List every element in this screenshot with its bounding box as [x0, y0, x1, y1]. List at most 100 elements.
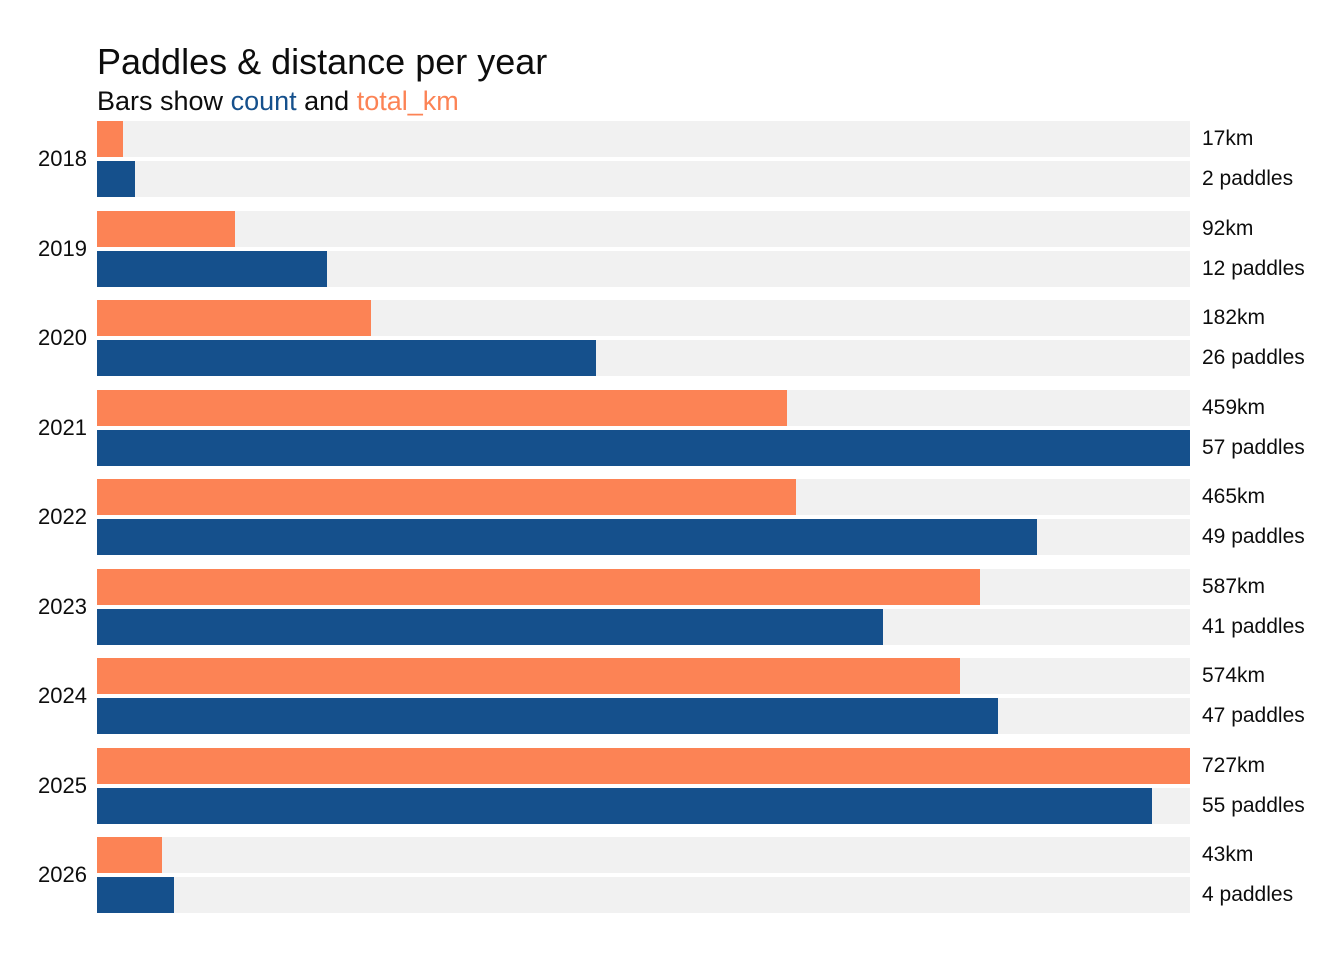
bar-rows: 43km 4 paddles — [97, 837, 1293, 913]
count-value-label: 57 paddles — [1202, 435, 1305, 459]
count-bar — [97, 698, 999, 734]
count-bar-track — [97, 340, 1190, 376]
chart-header: Paddles & distance per year Bars show co… — [97, 42, 547, 116]
total_km-bar-track — [97, 210, 1190, 247]
total_km-bar — [97, 568, 980, 605]
bar-rows: 465km 49 paddles — [97, 479, 1305, 555]
year-group: 2019 92km 12 paddles — [38, 210, 1305, 287]
total_km-value-label: 459km — [1202, 395, 1266, 419]
total_km-bar — [97, 479, 797, 515]
total_km-row: 465km — [97, 479, 1305, 515]
count-value-label: 47 paddles — [1202, 704, 1305, 727]
total_km-bar — [97, 210, 236, 247]
total_km-row: 587km — [97, 568, 1305, 605]
count-value-label: 12 paddles — [1202, 256, 1305, 280]
year-group: 2022 465km 49 paddles — [38, 479, 1305, 555]
count-row: 49 paddles — [97, 519, 1305, 555]
bar-chart: 2018 17km 2 paddles 2019 92km 12 paddles 2020 1… — [38, 121, 1305, 913]
total_km-bar-track — [97, 479, 1190, 515]
count-bar — [97, 340, 596, 376]
year-group: 2026 43km 4 paddles — [38, 837, 1305, 913]
total_km-row: 727km — [97, 747, 1305, 784]
total_km-value-label: 587km — [1202, 574, 1266, 598]
total_km-bar — [97, 300, 371, 336]
bar-rows: 182km 26 paddles — [97, 300, 1305, 376]
bar-rows: 92km 12 paddles — [97, 210, 1305, 287]
total_km-row: 182km — [97, 300, 1305, 336]
count-bar — [97, 608, 884, 645]
count-row: 55 paddles — [97, 787, 1305, 824]
count-bar — [97, 161, 136, 197]
year-label: 2026 — [38, 862, 87, 887]
total_km-bar — [97, 658, 960, 694]
year-group: 2018 17km 2 paddles — [38, 121, 1305, 197]
count-row: 57 paddles — [97, 429, 1305, 466]
total_km-bar-track — [97, 658, 1190, 694]
count-row: 26 paddles — [97, 340, 1305, 376]
bar-rows: 17km 2 paddles — [97, 121, 1293, 197]
count-bar — [97, 877, 174, 913]
total_km-bar-track — [97, 121, 1190, 157]
total_km-row: 459km — [97, 389, 1305, 426]
year-label: 2024 — [38, 683, 87, 708]
total_km-row: 43km — [97, 837, 1293, 873]
count-value-label: 41 paddles — [1202, 614, 1305, 638]
year-group: 2020 182km 26 paddles — [38, 300, 1305, 376]
subtitle-total-km-legend: total_km — [356, 85, 459, 116]
bar-rows: 574km 47 paddles — [97, 658, 1305, 734]
count-row: 2 paddles — [97, 161, 1293, 197]
total_km-bar — [97, 121, 123, 157]
total_km-value-label: 17km — [1202, 127, 1254, 150]
total_km-bar-track — [97, 747, 1190, 784]
count-row: 4 paddles — [97, 877, 1293, 913]
total_km-bar — [97, 837, 162, 873]
count-bar-track — [97, 787, 1190, 824]
bar-rows: 587km 41 paddles — [97, 568, 1305, 645]
count-value-label: 2 paddles — [1202, 167, 1294, 190]
count-bar — [97, 787, 1152, 824]
year-label: 2025 — [38, 772, 87, 798]
total_km-bar — [97, 389, 788, 426]
total_km-bar-track — [97, 300, 1190, 336]
count-bar — [97, 429, 1190, 466]
year-group: 2023 587km 41 paddles — [38, 568, 1305, 645]
year-label: 2021 — [38, 414, 87, 440]
year-group: 2024 574km 47 paddles — [38, 658, 1305, 734]
total_km-bar-track — [97, 389, 1190, 426]
year-label: 2020 — [38, 325, 87, 350]
count-bar-track — [97, 698, 1190, 734]
total_km-value-label: 465km — [1202, 485, 1266, 508]
count-bar-track — [97, 429, 1190, 466]
subtitle-connector: and — [296, 85, 357, 116]
bar-rows: 727km 55 paddles — [97, 747, 1305, 824]
subtitle-prefix: Bars show — [97, 85, 231, 116]
total_km-value-label: 43km — [1202, 843, 1254, 866]
year-label: 2019 — [38, 235, 87, 261]
total_km-row: 574km — [97, 658, 1305, 694]
count-bar-track — [97, 608, 1190, 645]
count-value-label: 4 paddles — [1202, 883, 1294, 906]
chart-subtitle: Bars show count and total_km — [97, 85, 547, 117]
total_km-value-label: 182km — [1202, 306, 1266, 329]
year-label: 2023 — [38, 593, 87, 619]
count-bar-track — [97, 161, 1190, 197]
year-label: 2018 — [38, 146, 87, 171]
count-bar — [97, 250, 328, 287]
total_km-row: 17km — [97, 121, 1293, 157]
total_km-value-label: 92km — [1202, 216, 1254, 240]
total_km-row: 92km — [97, 210, 1305, 247]
count-row: 12 paddles — [97, 250, 1305, 287]
subtitle-count-legend: count — [230, 85, 297, 116]
total_km-bar — [97, 747, 1190, 784]
total_km-bar-track — [97, 568, 1190, 605]
count-value-label: 26 paddles — [1202, 346, 1305, 369]
count-bar — [97, 519, 1037, 555]
year-label: 2022 — [38, 504, 87, 529]
count-bar-track — [97, 250, 1190, 287]
count-bar-track — [97, 877, 1190, 913]
total_km-value-label: 574km — [1202, 664, 1266, 687]
count-row: 47 paddles — [97, 698, 1305, 734]
bar-rows: 459km 57 paddles — [97, 389, 1305, 466]
count-value-label: 55 paddles — [1202, 793, 1305, 817]
